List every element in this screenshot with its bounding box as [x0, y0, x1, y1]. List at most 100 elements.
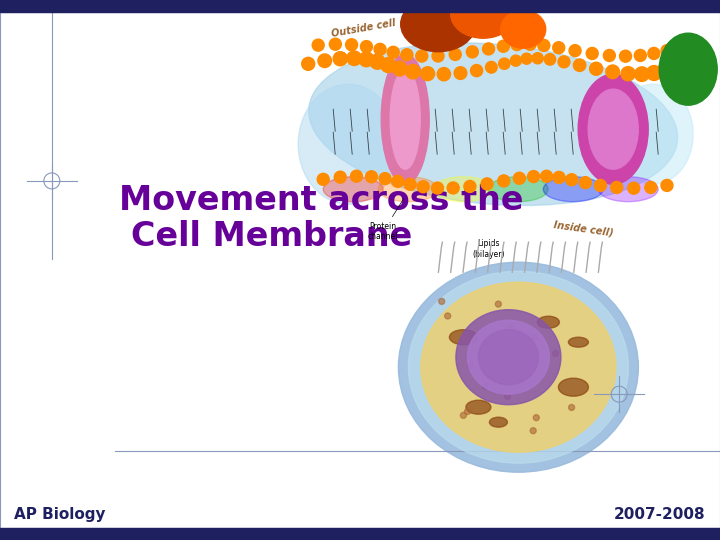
Circle shape: [381, 58, 396, 72]
Circle shape: [351, 170, 362, 182]
Ellipse shape: [500, 10, 546, 48]
Circle shape: [417, 181, 429, 193]
Circle shape: [464, 180, 476, 192]
Circle shape: [595, 179, 606, 192]
Text: AP Biology: AP Biology: [14, 507, 106, 522]
Circle shape: [481, 178, 493, 190]
Ellipse shape: [433, 177, 493, 202]
Circle shape: [312, 39, 324, 51]
Circle shape: [580, 177, 591, 188]
Ellipse shape: [449, 330, 477, 345]
Ellipse shape: [309, 43, 678, 206]
Circle shape: [634, 67, 649, 82]
Ellipse shape: [381, 54, 429, 184]
Circle shape: [505, 394, 510, 400]
Circle shape: [524, 38, 536, 50]
Circle shape: [538, 39, 550, 51]
Circle shape: [590, 62, 603, 75]
Circle shape: [437, 68, 451, 81]
Text: Lipids
(bilayer): Lipids (bilayer): [472, 239, 505, 259]
Text: Protein molecule: Protein molecule: [0, 539, 1, 540]
Circle shape: [318, 173, 329, 185]
Circle shape: [471, 65, 482, 77]
Circle shape: [420, 67, 435, 80]
Circle shape: [370, 54, 385, 69]
Circle shape: [569, 404, 575, 410]
Circle shape: [645, 181, 657, 193]
Circle shape: [387, 46, 399, 58]
Circle shape: [498, 175, 510, 187]
Ellipse shape: [559, 378, 588, 396]
Circle shape: [460, 413, 467, 418]
Text: Cell Membrane: Cell Membrane: [131, 220, 412, 253]
Circle shape: [392, 176, 404, 187]
Circle shape: [661, 179, 673, 191]
Circle shape: [513, 172, 526, 184]
Circle shape: [628, 182, 640, 194]
Ellipse shape: [578, 74, 648, 184]
Ellipse shape: [598, 177, 658, 202]
Text: Inside cell): Inside cell): [553, 219, 613, 238]
Circle shape: [449, 49, 462, 60]
Text: Movement across the: Movement across the: [119, 184, 523, 217]
Circle shape: [318, 54, 331, 68]
Ellipse shape: [451, 0, 516, 38]
Circle shape: [668, 59, 683, 75]
Circle shape: [566, 174, 577, 186]
Circle shape: [657, 63, 672, 78]
Circle shape: [366, 171, 377, 183]
Circle shape: [619, 50, 631, 62]
Circle shape: [552, 350, 559, 356]
Circle shape: [521, 53, 532, 64]
Circle shape: [401, 49, 413, 60]
Circle shape: [467, 46, 478, 58]
Circle shape: [347, 51, 361, 65]
Circle shape: [379, 173, 391, 185]
Circle shape: [558, 56, 570, 68]
Circle shape: [392, 61, 407, 76]
Circle shape: [329, 38, 341, 50]
Ellipse shape: [588, 89, 638, 169]
Circle shape: [530, 428, 536, 434]
Circle shape: [661, 45, 673, 57]
Bar: [0, 0, 720, 12]
Circle shape: [482, 383, 488, 389]
Circle shape: [346, 39, 358, 51]
Circle shape: [611, 181, 623, 193]
Circle shape: [586, 48, 598, 59]
Ellipse shape: [488, 177, 548, 202]
Circle shape: [464, 409, 470, 415]
Circle shape: [647, 65, 662, 80]
Circle shape: [511, 38, 523, 51]
Text: Outside cell: Outside cell: [330, 18, 396, 39]
Circle shape: [302, 57, 315, 70]
Circle shape: [495, 301, 501, 307]
Ellipse shape: [378, 177, 438, 202]
Circle shape: [573, 59, 586, 71]
Circle shape: [508, 325, 514, 330]
Circle shape: [553, 171, 565, 184]
Circle shape: [606, 65, 619, 79]
Ellipse shape: [421, 282, 616, 452]
Circle shape: [544, 53, 556, 65]
Ellipse shape: [543, 177, 603, 202]
Circle shape: [634, 50, 647, 62]
Ellipse shape: [456, 310, 561, 404]
Ellipse shape: [537, 316, 559, 328]
Circle shape: [541, 170, 552, 183]
Circle shape: [484, 361, 490, 367]
Ellipse shape: [490, 417, 508, 427]
Circle shape: [415, 50, 428, 62]
Ellipse shape: [298, 84, 398, 204]
Ellipse shape: [323, 177, 383, 202]
Text: Protein
channel: Protein channel: [368, 199, 404, 241]
Ellipse shape: [478, 330, 539, 384]
Circle shape: [648, 48, 660, 59]
Ellipse shape: [401, 0, 476, 52]
Bar: [0, 528, 720, 540]
Circle shape: [454, 67, 467, 79]
Ellipse shape: [398, 262, 639, 472]
Ellipse shape: [568, 337, 588, 347]
Circle shape: [603, 50, 616, 62]
Circle shape: [532, 53, 543, 64]
